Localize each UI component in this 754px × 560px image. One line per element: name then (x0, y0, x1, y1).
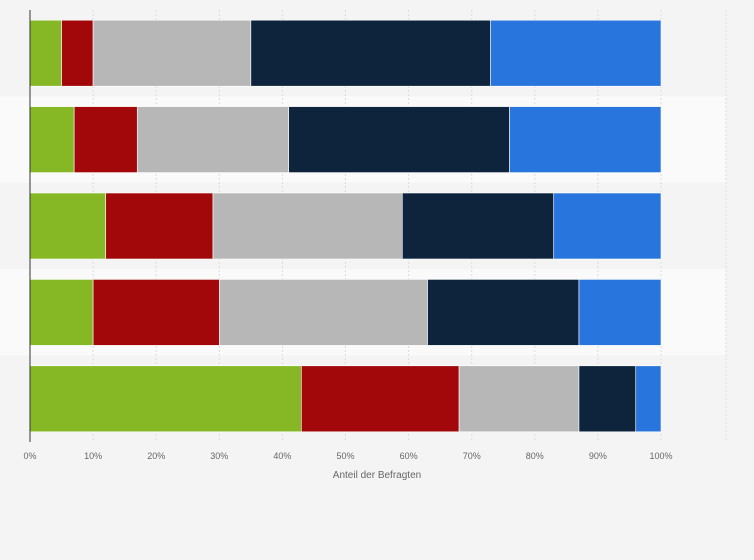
x-tick-label: 40% (273, 451, 291, 461)
bars (29, 19, 662, 433)
bar-segment (92, 19, 252, 87)
bar-segment (427, 279, 580, 346)
x-tick-label: 0% (23, 451, 36, 461)
bar-segment (29, 192, 107, 260)
bar-segment (29, 279, 94, 346)
bar-segment (301, 365, 460, 433)
bar-segment (250, 19, 491, 87)
bar-segment (490, 19, 662, 87)
x-tick-label: 100% (649, 451, 672, 461)
bar-segment (288, 106, 510, 173)
bar-segment (136, 106, 290, 173)
x-tick-label: 80% (526, 451, 544, 461)
x-tick-label: 30% (210, 451, 228, 461)
x-axis-title: Anteil der Befragten (333, 470, 421, 481)
x-tick-label: 90% (589, 451, 607, 461)
x-tick-label: 50% (336, 451, 354, 461)
bar-segment (29, 365, 302, 433)
bar-segment (212, 192, 403, 260)
bar-segment (105, 192, 214, 260)
x-tick-label: 20% (147, 451, 165, 461)
bar-segment (92, 279, 220, 346)
x-tick-labels: 0% 10% 20% 30% 40% 50% 60% 70% 80% 90% 100% (23, 451, 672, 461)
bar-segment (578, 365, 637, 433)
bar-segment (578, 279, 662, 346)
bar-segment (458, 365, 580, 433)
bar-segment (401, 192, 555, 260)
bar-segment (29, 19, 62, 87)
bar-segment (219, 279, 428, 346)
bar-segment (553, 192, 662, 260)
x-tick-label: 60% (400, 451, 418, 461)
bar-segment (73, 106, 138, 173)
bar-segment (61, 19, 94, 87)
x-tick-label: 70% (463, 451, 481, 461)
bar-segment (29, 106, 75, 173)
bar-segment (635, 365, 662, 433)
bar-segment (509, 106, 662, 173)
x-tick-label: 10% (84, 451, 102, 461)
